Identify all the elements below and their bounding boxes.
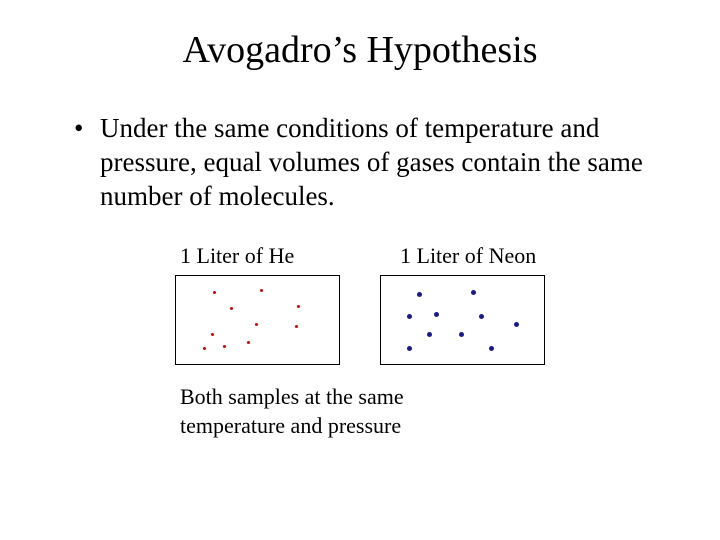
bullet-point: Under the same conditions of temperature… <box>80 112 660 213</box>
molecule-dot <box>247 341 250 344</box>
molecule-dot <box>297 305 300 308</box>
caption-line-2: temperature and pressure <box>180 413 401 438</box>
figure: 1 Liter of He 1 Liter of Neon Both sampl… <box>0 243 720 440</box>
molecule-dot <box>223 345 226 348</box>
box-labels-row: 1 Liter of He 1 Liter of Neon <box>160 243 560 269</box>
helium-box <box>175 275 340 365</box>
molecule-dot <box>434 312 439 317</box>
left-box-label: 1 Liter of He <box>180 243 340 269</box>
neon-box <box>380 275 545 365</box>
right-box-label: 1 Liter of Neon <box>400 243 560 269</box>
slide: Avogadro’s Hypothesis Under the same con… <box>0 0 720 540</box>
molecule-dot <box>230 307 233 310</box>
molecule-dot <box>211 333 214 336</box>
molecule-dot <box>417 292 422 297</box>
slide-title: Avogadro’s Hypothesis <box>0 28 720 72</box>
molecule-dot <box>213 291 216 294</box>
figure-caption: Both samples at the same temperature and… <box>160 383 560 440</box>
molecule-dot <box>427 332 432 337</box>
molecule-dot <box>295 325 298 328</box>
boxes-row <box>160 275 560 365</box>
molecule-dot <box>459 332 464 337</box>
molecule-dot <box>260 289 263 292</box>
molecule-dot <box>407 346 412 351</box>
figure-inner: 1 Liter of He 1 Liter of Neon Both sampl… <box>160 243 560 440</box>
molecule-dot <box>255 323 258 326</box>
molecule-dot <box>407 314 412 319</box>
molecule-dot <box>203 347 206 350</box>
molecule-dot <box>479 314 484 319</box>
molecule-dot <box>514 322 519 327</box>
molecule-dot <box>471 290 476 295</box>
caption-line-1: Both samples at the same <box>180 384 404 409</box>
molecule-dot <box>489 346 494 351</box>
